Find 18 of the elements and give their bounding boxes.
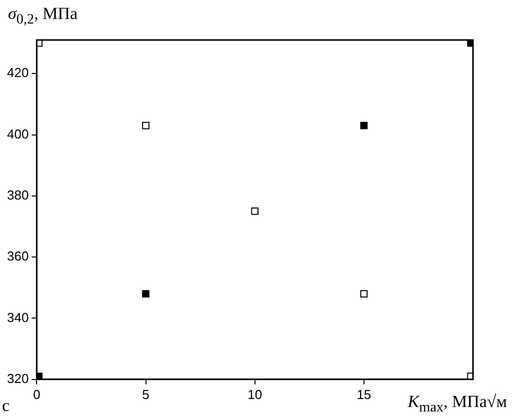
y-tick-label: 340 [6,310,29,325]
y-tick-label: 380 [6,188,29,203]
y-tick-label: 320 [6,370,29,386]
text: c [2,396,10,416]
y-tick-label: 400 [6,126,29,142]
x-tick-label: 0 [33,386,40,402]
point [142,290,150,298]
y-tick-label: 420 [6,65,29,80]
point [360,290,368,298]
x-tick-label: 10 [248,386,262,402]
point [360,122,368,130]
x-tick-label: 5 [142,386,150,402]
point [251,208,259,215]
x-tick-label: 15 [356,386,372,402]
point [142,122,150,130]
x-axis-title: K$_{max}$, МПа√м [408,392,507,416]
y-tick-label: 360 [6,248,29,264]
y-axis-title: σ$_{0,2}$, МПа [8,4,78,28]
